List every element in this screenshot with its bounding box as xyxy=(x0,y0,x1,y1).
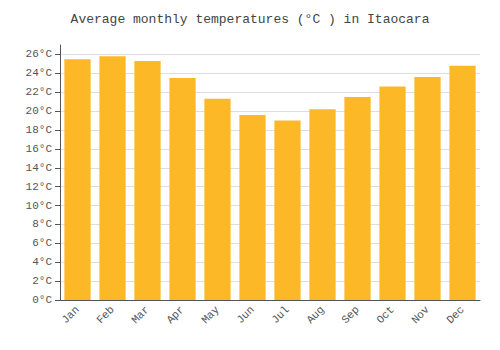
svg-text:24°C: 24°C xyxy=(26,67,53,79)
svg-text:Oct: Oct xyxy=(374,304,396,326)
svg-text:Aug: Aug xyxy=(304,304,326,326)
svg-text:Dec: Dec xyxy=(444,304,466,326)
svg-text:14°C: 14°C xyxy=(26,162,53,174)
svg-text:Nov: Nov xyxy=(409,303,432,326)
svg-text:12°C: 12°C xyxy=(26,181,53,193)
svg-text:22°C: 22°C xyxy=(26,86,53,98)
svg-text:4°C: 4°C xyxy=(32,256,52,268)
svg-text:Jun: Jun xyxy=(234,304,256,326)
svg-text:Feb: Feb xyxy=(94,304,116,326)
svg-text:6°C: 6°C xyxy=(32,237,52,249)
svg-text:20°C: 20°C xyxy=(26,105,53,117)
svg-text:18°C: 18°C xyxy=(26,124,53,136)
svg-text:16°C: 16°C xyxy=(26,143,53,155)
svg-text:Mar: Mar xyxy=(129,304,151,326)
svg-text:2°C: 2°C xyxy=(32,275,52,287)
svg-text:0°C: 0°C xyxy=(32,294,52,306)
svg-text:10°C: 10°C xyxy=(26,200,53,212)
svg-text:Jul: Jul xyxy=(269,304,291,326)
svg-text:Jan: Jan xyxy=(59,304,81,326)
svg-text:8°C: 8°C xyxy=(32,218,52,230)
svg-text:26°C: 26°C xyxy=(26,48,53,60)
svg-text:Average monthly temperatures (: Average monthly temperatures (°C ) in It… xyxy=(71,12,430,27)
svg-text:Apr: Apr xyxy=(164,304,186,326)
svg-text:May: May xyxy=(199,303,222,326)
svg-text:Sep: Sep xyxy=(339,304,361,326)
